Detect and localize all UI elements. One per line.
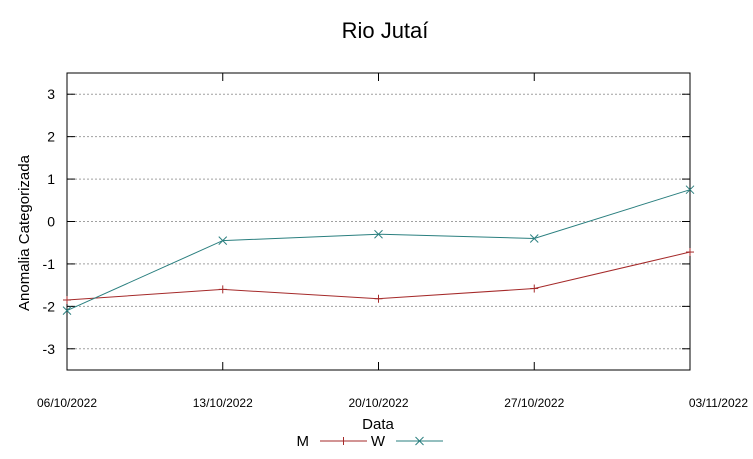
data-point: [62, 306, 72, 315]
y-tick-label: 3: [47, 86, 55, 102]
y-tick-label: -1: [43, 256, 56, 272]
x-tick-label: 06/10/2022: [37, 396, 97, 410]
data-point: [374, 229, 383, 239]
series-line-w: [66, 189, 691, 312]
x-tick-label: 27/10/2022: [504, 396, 564, 410]
data-point: [218, 236, 228, 245]
x-axis-ticks: 06/10/2022 13/10/2022 20/10/2022 27/10/2022…: [37, 73, 748, 410]
y-tick-label: 2: [47, 129, 55, 145]
x-tick-label: 20/10/2022: [348, 396, 408, 410]
x-tick-label: 03/11/2022: [689, 396, 748, 410]
x-axis-label: Data: [362, 416, 394, 433]
y-tick-label: -2: [43, 298, 56, 314]
y-tick-label: 0: [47, 214, 55, 230]
y-axis-label: Anomalia Categorizada: [16, 154, 33, 311]
legend-label-w: W: [371, 433, 386, 450]
data-point: [529, 234, 539, 243]
series-lines: [62, 185, 695, 315]
grid-lines: [67, 93, 690, 350]
chart-title: Rio Jutaí: [342, 18, 429, 43]
x-tick-label: 13/10/2022: [193, 396, 253, 410]
data-point: [415, 436, 424, 446]
y-tick-label: 1: [47, 171, 55, 187]
data-point: [685, 185, 695, 195]
y-tick-label: -3: [43, 341, 56, 357]
y-axis-ticks: 3 2 1 0 -1 -2 -3: [43, 86, 690, 357]
series-line-m: [66, 251, 691, 301]
legend-label-m: M: [297, 433, 310, 450]
